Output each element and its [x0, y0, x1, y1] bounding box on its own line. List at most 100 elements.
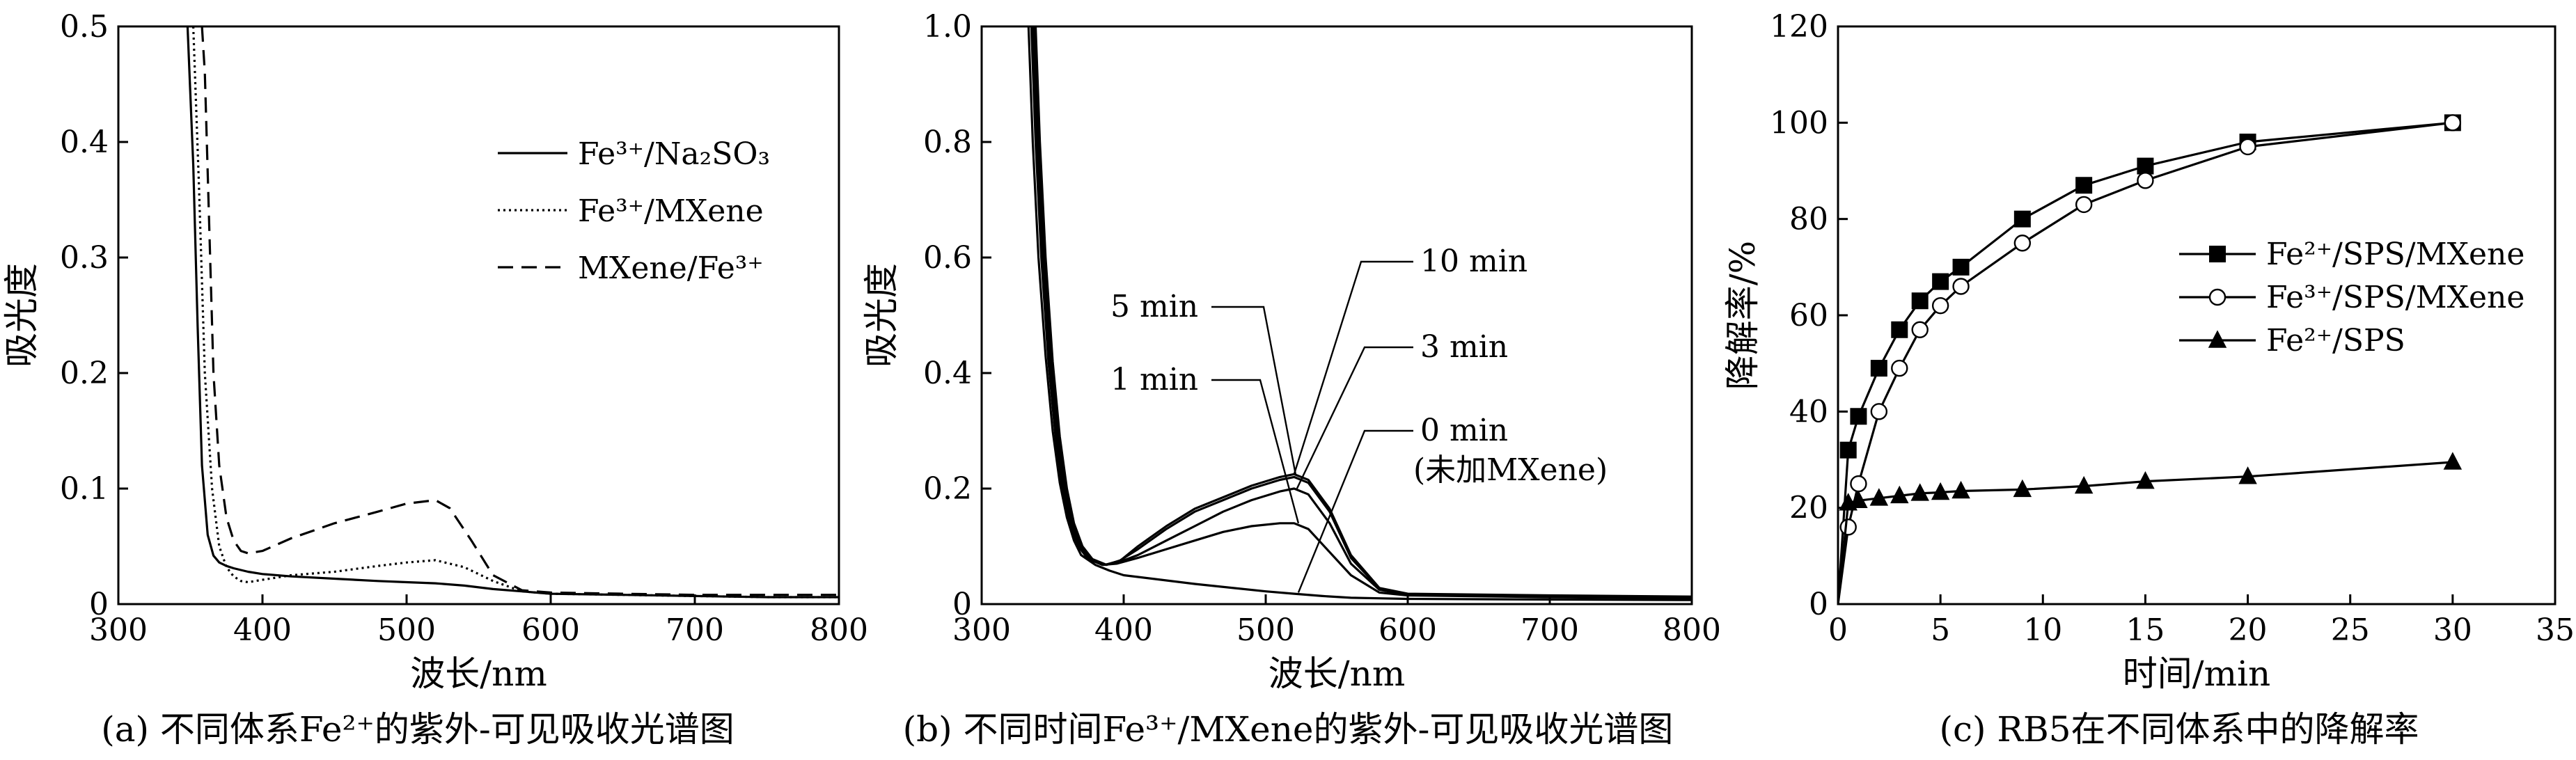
y-tick-label: 1.0 [923, 9, 972, 45]
y-tick-label: 0 [1809, 587, 1828, 622]
x-tick-label: 5 [1931, 612, 1950, 648]
series-line-3 [201, 26, 839, 596]
annotation-label: 0 min [1420, 413, 1508, 448]
data-point [2136, 471, 2155, 489]
x-tick-label: 700 [1521, 612, 1579, 648]
x-tick-label: 500 [377, 612, 436, 648]
data-point [1910, 483, 1929, 501]
data-point [2137, 172, 2154, 189]
plot-frame [980, 25, 1693, 605]
series-line-1 [1027, 26, 1692, 601]
series-line-2 [192, 26, 839, 599]
x-tick-label: 30 [2433, 612, 2472, 648]
data-point [1951, 480, 1970, 499]
data-point [1931, 296, 1949, 315]
y-tick-label: 120 [1770, 9, 1828, 45]
y-tick-label: 60 [1789, 298, 1828, 333]
y-tick-label: 0.4 [60, 125, 109, 160]
y-tick-label: 40 [1789, 394, 1828, 429]
data-point [1952, 258, 1970, 276]
data-point [1870, 360, 1887, 377]
series-group [1838, 114, 2463, 604]
y-tick-label: 20 [1789, 491, 1828, 526]
panel-caption: (b) 不同时间Fe³⁺/MXene的紫外-可见吸收光谱图 [903, 709, 1674, 750]
data-point [1952, 278, 1970, 295]
y-tick-label: 0.5 [60, 9, 109, 45]
data-point [1839, 518, 1857, 536]
annotation-leader [1293, 260, 1413, 475]
data-point [1911, 292, 1929, 310]
series-line-1 [1838, 121, 2453, 604]
data-point [2239, 138, 2256, 156]
legend: Fe³⁺/Na₂SO₃ Fe³⁺/MXene MXene/Fe³⁺ [498, 136, 770, 286]
annotation-label: 5 min [1110, 289, 1198, 324]
x-tick-label: 300 [952, 612, 1011, 648]
data-point [2013, 210, 2031, 228]
series-line-5 [1034, 26, 1692, 598]
data-point [2074, 475, 2094, 494]
y-axis-label: 吸光度 [861, 263, 902, 367]
data-point [2137, 157, 2154, 175]
annotation-label: 1 min [1110, 362, 1198, 397]
x-tick-label: 600 [521, 612, 580, 648]
data-point [1839, 441, 1857, 459]
x-tick-label: 700 [666, 612, 724, 648]
y-tick-label: 0.1 [60, 471, 109, 507]
data-point [2013, 235, 2032, 252]
data-point [1850, 475, 1867, 493]
data-point [1890, 485, 1909, 504]
x-axis-label: 波长/nm [410, 654, 547, 694]
y-tick-label: 0.2 [923, 471, 972, 507]
x-tick-label: 800 [1663, 612, 1721, 648]
panel-caption: (a) 不同体系Fe²⁺的紫外-可见吸收光谱图 [101, 709, 735, 750]
annotation-leader [1296, 346, 1413, 489]
annotation-leader [1211, 306, 1297, 475]
y-tick-label: 0.3 [60, 240, 109, 276]
data-point [1932, 273, 1949, 290]
x-tick-label: 500 [1236, 612, 1295, 648]
plot-frame [1837, 25, 2557, 605]
series-line-2 [1838, 121, 2453, 604]
legend-entry: Fe²⁺/SPS [2266, 323, 2405, 358]
y-tick-label: 0 [89, 587, 109, 622]
data-point [2075, 177, 2093, 194]
x-tick-label: 800 [810, 612, 868, 648]
panel-a: 300 400 500 600 700 800 0 0.1 0.2 0.3 0.4 0.5 波长/nm 吸… [1, 9, 868, 750]
legend-entry: Fe³⁺/MXene [578, 193, 764, 229]
series-group [1027, 26, 1692, 601]
y-tick-label: 0.6 [923, 240, 972, 276]
legend-entry: Fe²⁺/SPS/MXene [2266, 237, 2524, 272]
series-line-1 [186, 26, 839, 599]
x-tick-label: 35 [2536, 612, 2575, 648]
x-axis-label: 波长/nm [1269, 654, 1405, 694]
annotation-label: 3 min [1420, 329, 1508, 365]
x-axis-label: 时间/min [2123, 654, 2270, 694]
y-tick-label: 0 [952, 587, 972, 622]
x-tick-label: 300 [89, 612, 148, 648]
series-line-2 [1030, 26, 1692, 600]
data-point [2444, 114, 2462, 132]
legend-entry: Fe³⁺/SPS/MXene [2266, 280, 2524, 315]
data-point [1850, 408, 1867, 425]
data-point [2443, 452, 2463, 470]
legend-marker [2208, 330, 2227, 348]
panel-c: 0 5 10 15 20 25 30 35 0 20 40 60 80 100 120 时间/min 降解率/%… [1722, 9, 2575, 750]
x-tick-label: 400 [233, 612, 292, 648]
legend-marker [2209, 246, 2226, 262]
series-group [186, 26, 839, 599]
x-tick-label: 600 [1379, 612, 1437, 648]
y-tick-label: 80 [1789, 202, 1828, 237]
y-axis-label: 吸光度 [1, 263, 42, 367]
data-point [2013, 479, 2032, 498]
data-point [2075, 196, 2093, 214]
annotation-label: (未加MXene) [1413, 452, 1608, 488]
panel-b: 300 400 500 600 700 800 0 0.2 0.4 0.6 0.8 1.0 波长/nm 吸… [861, 9, 1721, 750]
data-point [1891, 359, 1908, 377]
annotation-leader [1297, 429, 1413, 593]
legend-entry: MXene/Fe³⁺ [578, 251, 764, 286]
annotation-label: 10 min [1420, 244, 1527, 279]
data-point [1870, 403, 1888, 420]
data-point [1849, 490, 1868, 509]
x-tick-label: 25 [2331, 612, 2370, 648]
y-tick-label: 0.2 [60, 356, 109, 391]
